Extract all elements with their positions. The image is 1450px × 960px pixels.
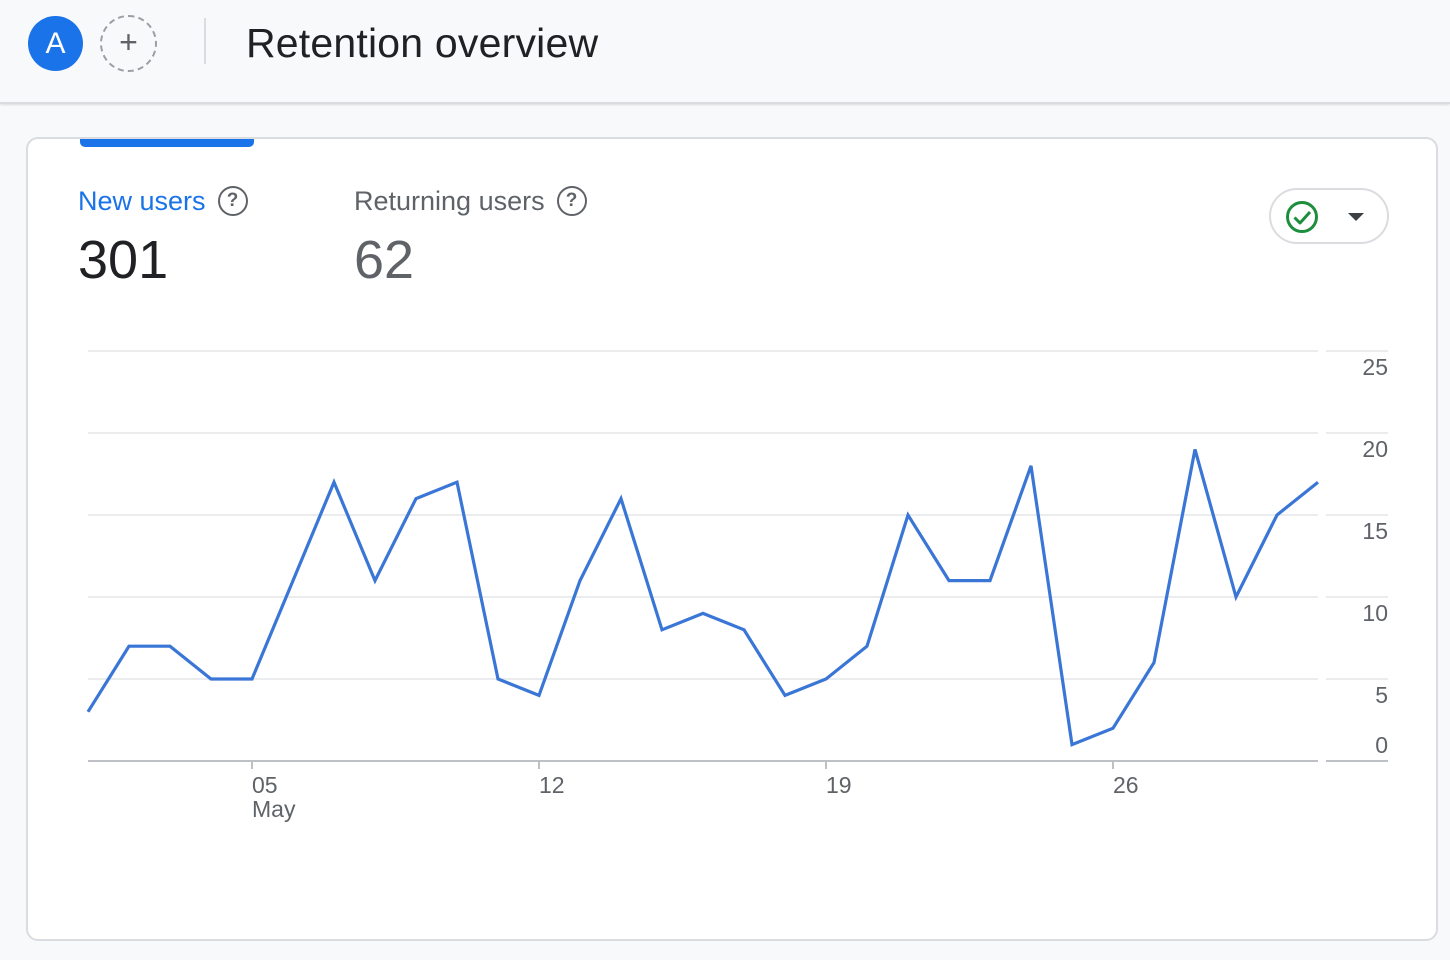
y-tick-label: 0 [1375,732,1388,758]
x-tick-label: 12 [539,772,565,798]
check-circle-icon [1286,201,1318,233]
caret-down-icon [1348,213,1364,221]
selected-tab-indicator [80,139,254,147]
metric-value: 301 [78,230,169,290]
x-tick-label: 19 [826,772,852,798]
y-tick-label: 25 [1362,354,1388,380]
header-divider [204,18,206,64]
metric-value: 62 [354,230,415,290]
page-title: Retention overview [246,20,599,66]
x-tick-sublabel: May [252,796,296,822]
metric-label-text: New users [78,185,206,216]
metric-label: New users ? [78,183,248,219]
metric-label: Returning users ? [354,183,587,219]
add-comparison-button[interactable]: + [100,15,157,72]
avatar[interactable]: A [28,16,83,71]
metric-returning-users[interactable]: Returning users ? 62 [354,183,587,293]
top-bar: A + Retention overview [0,0,1450,104]
x-tick-label: 26 [1113,772,1139,798]
y-tick-label: 5 [1375,682,1388,708]
help-icon[interactable]: ? [556,186,587,216]
comparison-dropdown-button[interactable] [1269,188,1389,244]
help-icon[interactable]: ? [217,186,248,216]
y-tick-label: 15 [1362,518,1388,544]
y-tick-label: 10 [1362,600,1388,626]
metric-new-users[interactable]: New users ? 301 [78,183,248,293]
x-tick-label: 05 [252,772,278,798]
series-line-new-users [86,448,1319,747]
metric-label-text: Returning users [354,185,545,216]
y-tick-label: 20 [1362,436,1388,462]
